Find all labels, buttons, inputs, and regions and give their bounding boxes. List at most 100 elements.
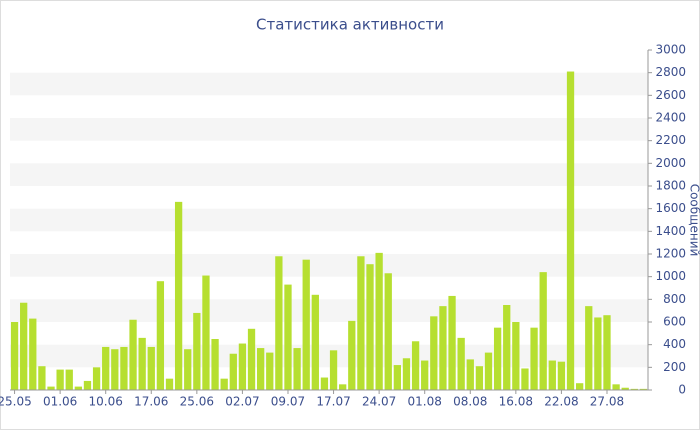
y-tick-label: 400	[663, 337, 686, 351]
y-tick-label: 2000	[655, 156, 686, 170]
bar	[238, 343, 247, 390]
bar	[211, 339, 219, 390]
bar	[302, 259, 310, 390]
bar	[575, 383, 584, 390]
bar	[38, 366, 46, 390]
bar	[65, 369, 73, 390]
bar	[74, 386, 83, 390]
y-tick-label: 2800	[655, 65, 686, 79]
grid-band	[10, 118, 648, 141]
y-tick-label: 600	[663, 315, 686, 329]
bar	[421, 360, 429, 390]
bar	[29, 318, 37, 390]
bar	[630, 388, 638, 390]
bar	[165, 378, 174, 390]
bar	[129, 319, 137, 390]
grid-band	[10, 299, 648, 322]
x-tick-label: 01.08	[408, 395, 442, 409]
bar	[320, 377, 329, 390]
bar	[375, 252, 383, 390]
bar	[220, 378, 228, 390]
grid-band	[10, 163, 648, 186]
x-tick-label: 01.06	[43, 395, 77, 409]
bar	[384, 273, 392, 390]
y-tick-label: 1600	[655, 201, 686, 215]
bar	[20, 302, 28, 390]
bar	[138, 337, 146, 390]
bar	[603, 315, 611, 390]
y-tick-label: 200	[663, 360, 686, 374]
bar	[357, 256, 365, 390]
x-tick-label: 27.08	[590, 395, 624, 409]
bar	[174, 201, 183, 390]
bar	[348, 320, 356, 390]
y-tick-label: 1800	[655, 179, 686, 193]
bar	[256, 348, 265, 390]
bar	[329, 350, 338, 390]
y-tick-label: 1200	[655, 247, 686, 261]
bar	[493, 327, 502, 390]
chart-title: Статистика активности	[256, 16, 444, 34]
bar	[503, 305, 511, 390]
bar	[102, 346, 110, 390]
bar	[284, 284, 292, 390]
bar	[393, 365, 402, 390]
x-tick-label: 02.07	[225, 395, 259, 409]
grid-band	[10, 72, 648, 96]
y-tick-label: 1400	[655, 224, 686, 238]
bar	[111, 349, 119, 390]
bar	[521, 368, 529, 390]
bar	[621, 387, 629, 390]
bar	[539, 272, 547, 390]
bar	[266, 352, 274, 390]
bar	[639, 388, 648, 390]
bar	[193, 312, 201, 390]
bar	[448, 295, 456, 390]
bar	[530, 327, 538, 390]
bar	[147, 346, 155, 390]
bar	[457, 337, 465, 390]
bar	[293, 348, 301, 390]
y-tick-label: 2400	[655, 111, 686, 125]
y-tick-label: 2200	[655, 133, 686, 147]
y-tick-label: 2600	[655, 88, 686, 102]
bar	[466, 359, 474, 390]
x-tick-label: 17.07	[316, 395, 350, 409]
bar	[275, 256, 283, 390]
grid-band	[10, 208, 648, 232]
y-tick-label: 0	[678, 383, 686, 397]
y-tick-label: 3000	[655, 43, 686, 57]
bar	[439, 306, 447, 390]
grid-band	[10, 254, 648, 277]
y-tick-label: 800	[663, 292, 686, 306]
x-tick-label: 22.08	[544, 395, 578, 409]
x-tick-label: 25.06	[180, 395, 214, 409]
bar	[402, 358, 411, 390]
bar	[184, 349, 192, 390]
x-tick-label: 16.08	[499, 395, 533, 409]
bar	[411, 341, 420, 390]
bar	[92, 367, 101, 390]
bar	[512, 322, 520, 390]
bar	[548, 360, 556, 390]
bar	[229, 353, 237, 390]
x-tick-label: 10.06	[89, 395, 123, 409]
bar	[311, 294, 319, 390]
bar	[202, 275, 210, 390]
bar	[484, 352, 493, 390]
bar	[56, 369, 64, 390]
y-axis-label: Сообщений	[688, 184, 700, 257]
x-tick-label: 08.08	[453, 395, 487, 409]
bar	[594, 317, 602, 390]
bar	[585, 306, 593, 390]
bar	[430, 316, 438, 390]
bar	[475, 366, 484, 390]
bar	[10, 322, 19, 390]
bar	[156, 281, 165, 390]
x-tick-label: 09.07	[271, 395, 305, 409]
bar	[247, 328, 256, 390]
x-tick-label: 25.05	[0, 395, 32, 409]
bar	[120, 346, 128, 390]
bar	[47, 386, 55, 390]
